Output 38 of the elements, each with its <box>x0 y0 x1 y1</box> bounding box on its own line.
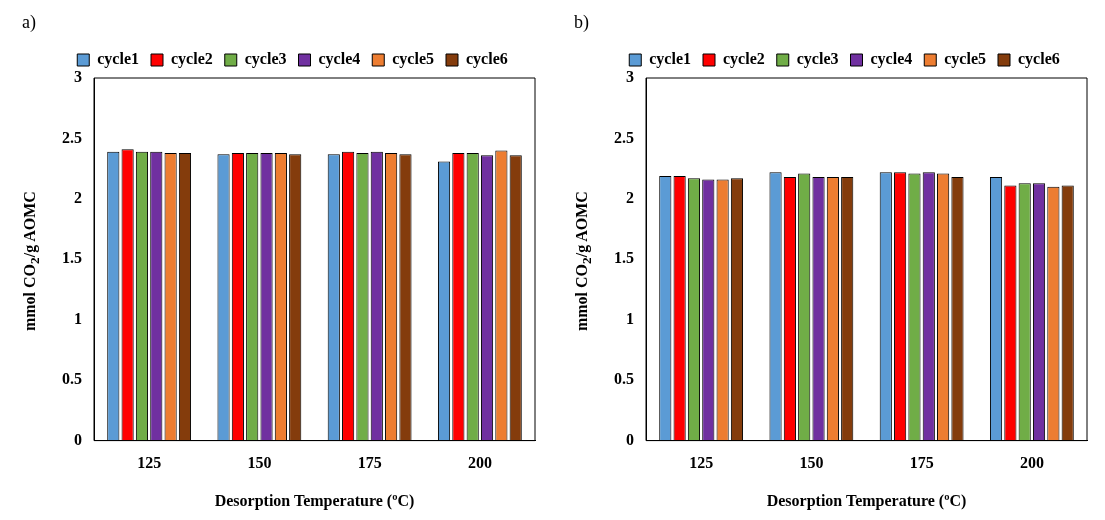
legend-label: cycle4 <box>870 50 913 69</box>
x-tick-label: 125 <box>137 454 162 472</box>
y-tick-label: 2 <box>626 189 634 207</box>
legend-label: cycle2 <box>171 50 213 69</box>
legend-label: cycle1 <box>649 50 691 69</box>
x-tick-label: 150 <box>247 454 272 472</box>
x-tick-label: 200 <box>467 454 492 472</box>
y-tick-label: 0 <box>74 430 82 448</box>
x-tick-label: 175 <box>909 454 934 472</box>
x-tick-label: 125 <box>689 454 714 472</box>
y-tick-label: 2 <box>74 189 82 207</box>
y-tick-label: 3 <box>74 68 82 86</box>
x-tick-label: 150 <box>799 454 824 472</box>
legend-label: cycle6 <box>466 50 508 69</box>
legend-label: cycle2 <box>723 50 765 69</box>
x-tick-label: 200 <box>1019 454 1044 472</box>
y-tick-label: 1 <box>74 309 82 327</box>
x-tick-label: 175 <box>357 454 382 472</box>
legend-label: cycle5 <box>392 50 434 69</box>
text: a) <box>22 12 36 33</box>
y-tick-label: 0.5 <box>62 370 82 388</box>
legend-label: cycle4 <box>318 50 361 69</box>
x-axis-title: Desorption Temperature (ºC) <box>214 491 415 510</box>
y-tick-label: 1 <box>626 309 634 327</box>
y-tick-label: 0.5 <box>614 370 634 388</box>
y-tick-label: 2.5 <box>62 128 82 146</box>
y-tick-label: 3 <box>626 68 634 86</box>
y-tick-label: 1.5 <box>62 249 82 267</box>
legend-label: cycle6 <box>1018 50 1060 69</box>
x-axis-title: Desorption Temperature (ºC) <box>766 491 967 510</box>
legend-label: cycle3 <box>796 50 839 69</box>
legend-label: cycle1 <box>97 50 139 69</box>
y-tick-label: 0 <box>626 430 634 448</box>
y-tick-label: 1.5 <box>614 249 634 267</box>
text: b) <box>574 12 589 33</box>
legend-label: cycle5 <box>944 50 986 69</box>
y-tick-label: 2.5 <box>614 128 634 146</box>
legend-label: cycle3 <box>244 50 287 69</box>
